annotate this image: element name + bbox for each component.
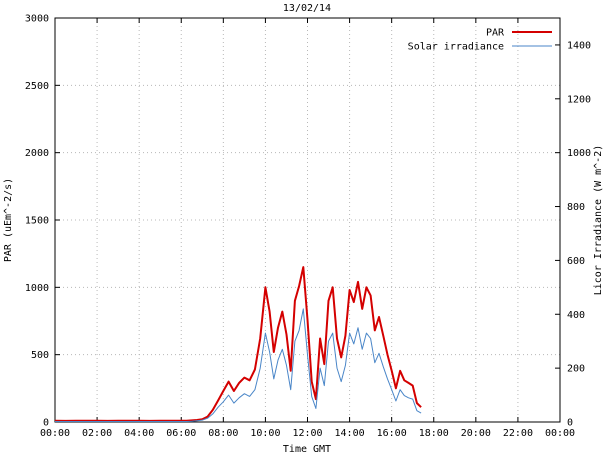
y-right-tick-label: 1400 (567, 40, 591, 51)
x-tick-label: 08:00 (208, 428, 238, 439)
y-right-tick-label: 600 (567, 256, 585, 267)
x-axis-label: Time GMT (283, 444, 331, 455)
legend-label-solar-irradiance: Solar irradiance (408, 42, 504, 53)
x-tick-label: 20:00 (461, 428, 491, 439)
y-right-tick-label: 1200 (567, 94, 591, 105)
y-right-axis-label: Licor Irradiance (W m^-2) (593, 145, 604, 296)
y-right-tick-label: 800 (567, 202, 585, 213)
y-left-tick-label: 500 (31, 350, 49, 361)
x-tick-label: 02:00 (82, 428, 112, 439)
chart-title: 13/02/14 (283, 3, 331, 14)
y-left-tick-label: 0 (43, 418, 49, 429)
x-tick-label: 12:00 (292, 428, 322, 439)
y-left-axis-label: PAR (uEm^-2/s) (3, 178, 14, 262)
x-tick-label: 06:00 (166, 428, 196, 439)
x-tick-label: 00:00 (545, 428, 575, 439)
plot-area: 00:00 02:00 04:00 06:00 08:00 10:00 12:00 14:00… (25, 14, 591, 440)
series-line-par (54, 266, 422, 422)
x-tick-label: 14:00 (335, 428, 365, 439)
x-tick-label: 22:00 (503, 428, 533, 439)
x-tick-label: 10:00 (250, 428, 280, 439)
y-right-tick-label: 200 (567, 364, 585, 375)
y-left-tick-label: 2500 (25, 81, 49, 92)
x-tick-label: 04:00 (124, 428, 154, 439)
x-tick-label: 18:00 (419, 428, 449, 439)
series-line-solar-irradiance (55, 308, 422, 422)
x-tick-label: 00:00 (40, 428, 70, 439)
y-right-tick-label: 1000 (567, 148, 591, 159)
x-tick-label: 16:00 (377, 428, 407, 439)
y-left-tick-label: 3000 (25, 14, 49, 25)
y-right-tick-label: 400 (567, 310, 585, 321)
y-left-tick-label: 1000 (25, 283, 49, 294)
y-left-tick-label: 1500 (25, 216, 49, 227)
legend-label-par: PAR (486, 28, 505, 39)
y-left-tick-label: 2000 (25, 148, 49, 159)
y-right-tick-label: 0 (567, 418, 573, 429)
